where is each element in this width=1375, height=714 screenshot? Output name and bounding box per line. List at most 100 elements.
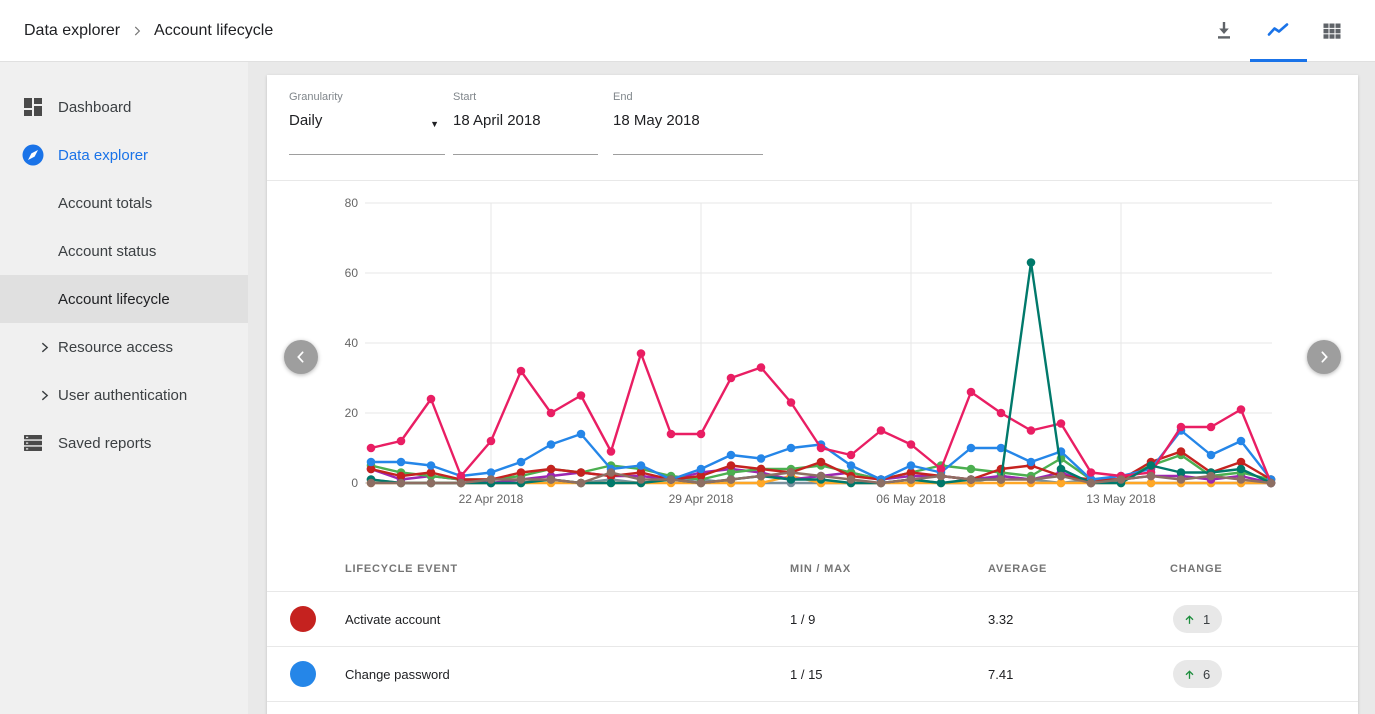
data-point[interactable] xyxy=(936,478,946,488)
data-point[interactable] xyxy=(996,408,1006,418)
data-point[interactable] xyxy=(966,475,976,484)
data-point[interactable] xyxy=(816,443,826,453)
data-point[interactable] xyxy=(1206,471,1216,481)
data-point[interactable] xyxy=(426,461,436,470)
data-point[interactable] xyxy=(546,408,556,418)
sidebar-item-account-status[interactable]: Account status xyxy=(0,227,248,275)
data-point[interactable] xyxy=(1236,475,1246,484)
scroll-right-button[interactable] xyxy=(1307,340,1341,374)
data-point[interactable] xyxy=(1056,471,1066,481)
data-point[interactable] xyxy=(606,468,616,477)
data-point[interactable] xyxy=(1236,405,1246,414)
data-point[interactable] xyxy=(726,461,736,470)
data-point[interactable] xyxy=(906,461,916,470)
data-point[interactable] xyxy=(726,475,736,484)
data-point[interactable] xyxy=(726,450,736,460)
data-point[interactable] xyxy=(966,464,976,474)
data-point[interactable] xyxy=(516,366,526,376)
sidebar-item-user-authentication[interactable]: User authentication xyxy=(0,371,248,419)
data-point[interactable] xyxy=(696,478,706,488)
data-point[interactable] xyxy=(1026,258,1036,267)
data-point[interactable] xyxy=(666,475,676,484)
granularity-select[interactable]: Granularity Daily ▼ xyxy=(289,91,445,155)
data-point[interactable] xyxy=(846,450,856,460)
data-point[interactable] xyxy=(516,468,526,477)
data-point[interactable] xyxy=(816,471,826,481)
data-point[interactable] xyxy=(396,471,406,481)
data-point[interactable] xyxy=(1086,478,1096,488)
data-point[interactable] xyxy=(636,468,646,477)
data-point[interactable] xyxy=(1056,478,1066,488)
sidebar-item-account-lifecycle[interactable]: Account lifecycle xyxy=(0,275,248,323)
data-point[interactable] xyxy=(876,426,886,435)
data-point[interactable] xyxy=(1146,478,1156,488)
data-point[interactable] xyxy=(546,464,556,474)
data-point[interactable] xyxy=(876,478,886,488)
data-point[interactable] xyxy=(546,475,556,484)
data-point[interactable] xyxy=(636,349,646,358)
data-point[interactable] xyxy=(756,464,766,474)
data-point[interactable] xyxy=(1236,436,1246,446)
data-point[interactable] xyxy=(366,457,376,467)
data-point[interactable] xyxy=(936,464,946,474)
data-point[interactable] xyxy=(1086,468,1096,477)
data-point[interactable] xyxy=(456,478,466,488)
data-point[interactable] xyxy=(1176,447,1186,456)
start-date-field[interactable]: Start 18 April 2018 xyxy=(453,91,598,155)
sidebar-item-saved-reports[interactable]: Saved reports xyxy=(0,419,248,467)
data-point[interactable] xyxy=(966,387,976,397)
sidebar-item-data-explorer[interactable]: Data explorer xyxy=(0,131,248,179)
data-point[interactable] xyxy=(576,391,586,400)
data-point[interactable] xyxy=(366,443,376,453)
data-point[interactable] xyxy=(786,475,796,484)
data-point[interactable] xyxy=(846,461,856,470)
chart-view-button[interactable] xyxy=(1263,16,1293,46)
data-point[interactable] xyxy=(1026,475,1036,484)
data-point[interactable] xyxy=(426,394,436,404)
data-point[interactable] xyxy=(516,475,526,484)
data-point[interactable] xyxy=(756,478,766,488)
data-point[interactable] xyxy=(576,468,586,477)
data-point[interactable] xyxy=(966,443,976,453)
data-point[interactable] xyxy=(906,468,916,477)
data-point[interactable] xyxy=(996,443,1006,453)
data-point[interactable] xyxy=(906,440,916,449)
data-point[interactable] xyxy=(996,475,1006,484)
data-point[interactable] xyxy=(1206,450,1216,460)
sidebar-item-account-totals[interactable]: Account totals xyxy=(0,179,248,227)
data-point[interactable] xyxy=(756,454,766,463)
data-point[interactable] xyxy=(1176,475,1186,484)
data-point[interactable] xyxy=(666,429,676,439)
data-point[interactable] xyxy=(1206,422,1216,432)
data-point[interactable] xyxy=(396,436,406,446)
table-row-activate-account[interactable]: Activate account 1 / 9 3.32 1 xyxy=(267,592,1358,647)
scroll-left-button[interactable] xyxy=(284,340,318,374)
data-point[interactable] xyxy=(1026,457,1036,467)
data-point[interactable] xyxy=(756,471,766,481)
data-point[interactable] xyxy=(636,475,646,484)
breadcrumb-parent[interactable]: Data explorer xyxy=(24,22,121,39)
data-point[interactable] xyxy=(456,471,466,481)
download-button[interactable] xyxy=(1209,16,1239,46)
data-point[interactable] xyxy=(426,478,436,488)
data-point[interactable] xyxy=(516,457,526,467)
data-point[interactable] xyxy=(756,363,766,372)
data-point[interactable] xyxy=(786,468,796,477)
data-point[interactable] xyxy=(1026,426,1036,435)
data-point[interactable] xyxy=(1056,419,1066,428)
data-point[interactable] xyxy=(1146,461,1156,470)
data-point[interactable] xyxy=(696,471,706,481)
data-point[interactable] xyxy=(636,461,646,470)
data-point[interactable] xyxy=(546,440,556,449)
data-point[interactable] xyxy=(816,457,826,467)
data-point[interactable] xyxy=(1146,471,1156,481)
table-row-change-password[interactable]: Change password 1 / 15 7.41 6 xyxy=(267,647,1358,702)
data-point[interactable] xyxy=(696,429,706,439)
data-point[interactable] xyxy=(1176,468,1186,477)
data-point[interactable] xyxy=(1236,464,1246,474)
data-point[interactable] xyxy=(486,475,496,484)
data-point[interactable] xyxy=(906,475,916,484)
data-point[interactable] xyxy=(1176,422,1186,432)
data-point[interactable] xyxy=(936,471,946,481)
data-point[interactable] xyxy=(396,478,406,488)
